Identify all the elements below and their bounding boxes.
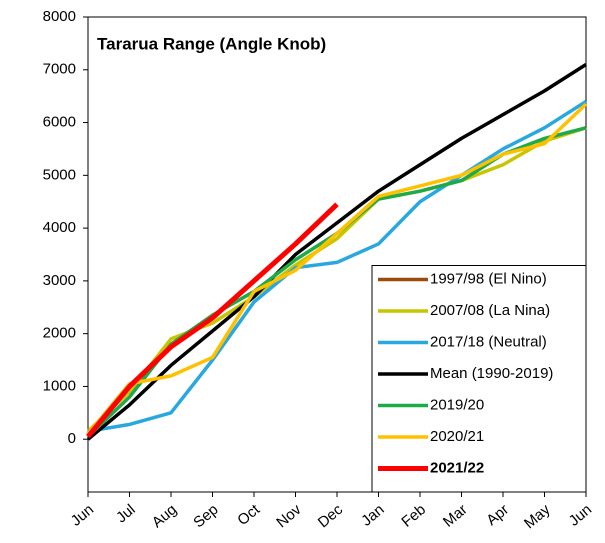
chart-title: Tararua Range (Angle Knob) (97, 34, 326, 53)
legend-label: 2017/18 (Neutral) (430, 333, 547, 350)
x-tick-label: Jun (566, 501, 595, 530)
series-line (87, 99, 587, 434)
legend-label: 2007/08 (La Nina) (430, 302, 550, 319)
x-tick-label: Jul (113, 501, 139, 526)
y-tick-label: 0 (68, 430, 76, 447)
series-line (86, 102, 588, 436)
y-tick-label: 6000 (43, 114, 76, 131)
y-tick-label: 2000 (43, 325, 76, 342)
y-tick-label: 3000 (43, 272, 76, 289)
x-tick-label: May (521, 501, 554, 533)
x-tick-label: Apr (483, 501, 512, 529)
x-tick-label: Feb (398, 501, 429, 531)
y-tick-label: 7000 (43, 61, 76, 78)
x-tick-label: Mar (440, 501, 471, 531)
x-tick-label: Nov (273, 501, 305, 531)
series-line (86, 202, 339, 439)
y-tick-label: 1000 (43, 377, 76, 394)
y-tick-label: 4000 (43, 219, 76, 236)
x-tick-label: Jun (68, 501, 97, 530)
legend-label: 2020/21 (430, 428, 484, 445)
legend-label: 2021/22 (430, 459, 484, 476)
legend-label: 2019/20 (430, 396, 484, 413)
series-line (86, 126, 587, 433)
x-tick-label: Dec (315, 501, 347, 531)
x-tick-label: Aug (149, 501, 180, 531)
legend-label: 1997/98 (El Nino) (430, 270, 547, 287)
x-tick-label: Oct (234, 501, 263, 530)
y-tick-label: 5000 (43, 166, 76, 183)
series-line (86, 63, 587, 441)
legend-label: Mean (1990-2019) (430, 365, 553, 382)
x-tick-label: Jan (358, 501, 387, 530)
legend-box (371, 265, 587, 493)
y-tick-label: 8000 (43, 8, 76, 25)
x-tick-label: Sep (190, 501, 221, 531)
